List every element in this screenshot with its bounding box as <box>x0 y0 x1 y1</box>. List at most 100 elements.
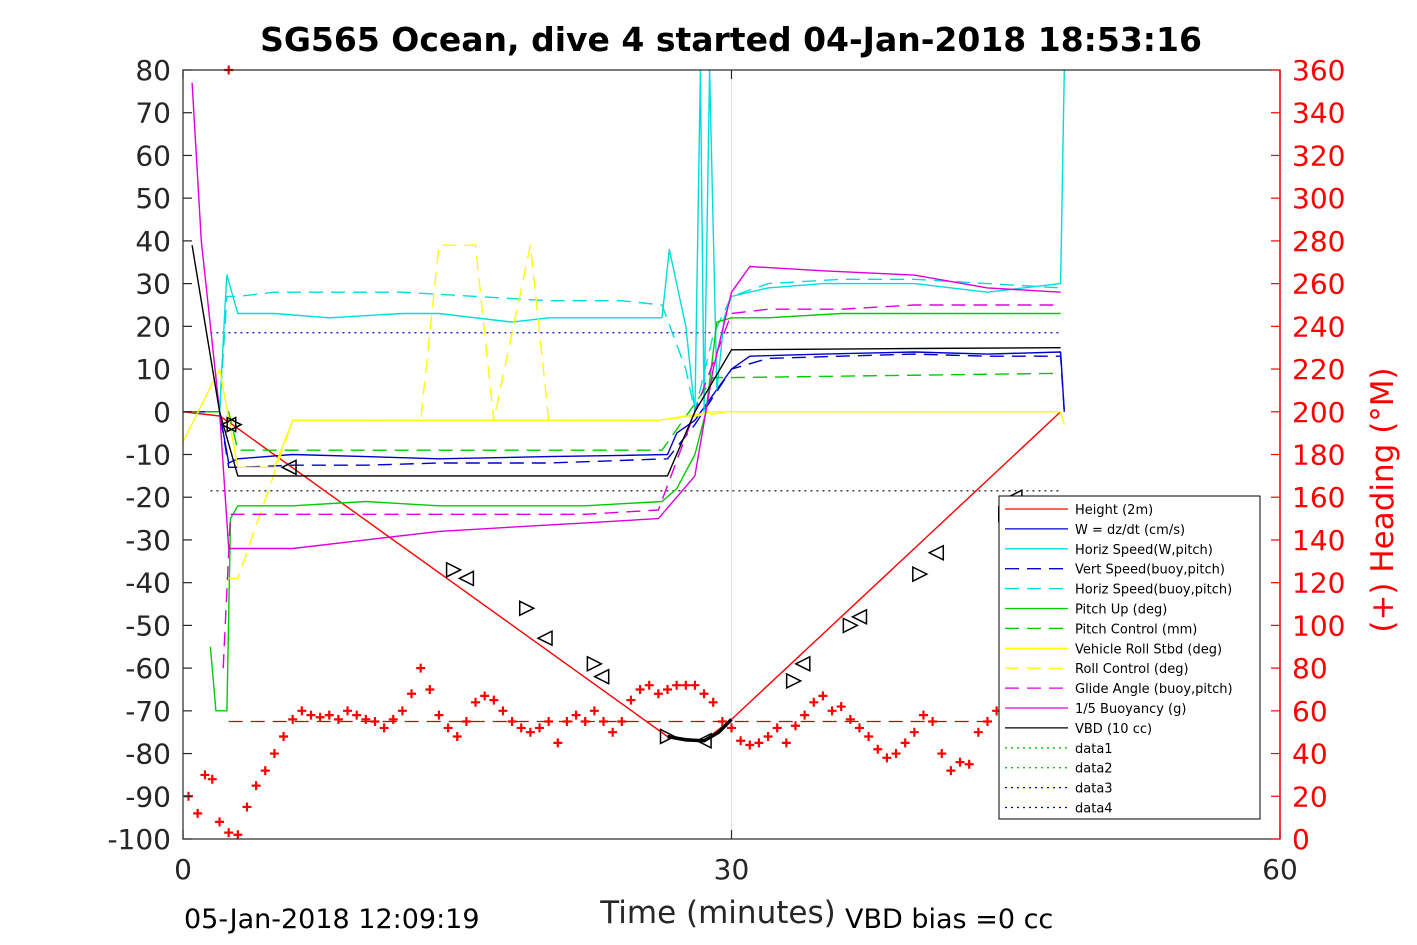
heading-point <box>946 766 956 776</box>
heading-point <box>544 717 554 727</box>
heading-point <box>955 757 965 767</box>
y-tick-label-17: -90 <box>125 780 171 813</box>
glide-marker <box>785 672 803 690</box>
glide-marker <box>518 600 536 617</box>
heading-point <box>315 712 325 722</box>
y-tick-label-12: -40 <box>125 567 171 600</box>
heading-point <box>973 727 983 737</box>
heading-point <box>452 731 462 741</box>
y-right-tick-label-2: 320 <box>1292 139 1345 172</box>
glide-marker <box>695 732 712 749</box>
y-right-tick-label-7: 220 <box>1292 353 1345 386</box>
legend-label-14: data3 <box>1075 782 1113 797</box>
heading-point <box>233 830 243 840</box>
heading-point <box>297 706 307 716</box>
heading-point <box>781 738 791 748</box>
series-vbd-10-cc <box>191 245 1061 477</box>
heading-point <box>690 680 700 690</box>
series-horiz-speed-buoy-pitch <box>218 278 1061 413</box>
y-right-tick-label-8: 200 <box>1292 396 1345 429</box>
heading-point <box>269 749 279 759</box>
y-right-tick-label-1: 340 <box>1292 97 1345 130</box>
series-w-dz-dt-cm-s <box>183 351 1065 464</box>
y-right-tick-label-17: 20 <box>1292 780 1328 813</box>
glide-marker <box>850 608 868 626</box>
heading-point <box>471 697 481 707</box>
heading-point <box>207 774 217 784</box>
legend-label-7: Vehicle Roll Stbd (deg) <box>1075 642 1222 657</box>
heading-point <box>516 723 526 733</box>
heading-point <box>982 717 992 727</box>
axes: 0 30 6080706050403020100-10-20-30-40-50-60… <box>107 54 1345 886</box>
y-tick-label-7: 10 <box>135 353 171 386</box>
legend-label-0: Height (2m) <box>1075 503 1153 518</box>
y-tick-label-2: 60 <box>135 139 171 172</box>
legend-label-9: Glide Angle (buoy,pitch) <box>1075 682 1233 697</box>
footer-vbd-bias: VBD bias =0 cc <box>845 904 1053 935</box>
heading-point <box>279 731 289 741</box>
heading-point <box>215 817 225 827</box>
heading-point <box>361 714 371 724</box>
heading-point <box>736 736 746 746</box>
glide-marker <box>445 561 463 579</box>
glide-marker <box>280 459 297 476</box>
heading-point <box>672 680 682 690</box>
heading-point <box>754 738 764 748</box>
y-tick-label-8: 0 <box>153 396 171 429</box>
y-tick-label-10: -20 <box>125 481 171 514</box>
heading-point <box>635 684 645 694</box>
legend-label-12: data1 <box>1075 742 1113 757</box>
heading-point <box>845 714 855 724</box>
glide-markers <box>220 416 1023 749</box>
glide-marker <box>220 416 237 433</box>
y-tick-label-13: -50 <box>125 609 171 642</box>
heading-point <box>553 738 563 748</box>
legend-label-3: Vert Speed(buoy,pitch) <box>1075 563 1225 578</box>
heading-point <box>854 723 864 733</box>
y-tick-label-6: 20 <box>135 310 171 343</box>
y-right-tick-label-18: 0 <box>1292 823 1310 856</box>
heading-point <box>882 753 892 763</box>
y-tick-label-0: 80 <box>135 54 171 87</box>
heading-point <box>461 717 471 727</box>
heading-point <box>306 710 316 720</box>
y-tick-label-14: -60 <box>125 652 171 685</box>
heading-point <box>891 749 901 759</box>
heading-point <box>928 717 938 727</box>
y-right-tick-label-4: 280 <box>1292 225 1345 258</box>
y-tick-label-18: -100 <box>107 823 171 856</box>
heading-point <box>224 828 234 838</box>
y-tick-label-16: -80 <box>125 738 171 771</box>
legend-label-15: data4 <box>1075 802 1113 817</box>
heading-point <box>809 697 819 707</box>
heading-point <box>937 749 947 759</box>
x-axis-label: Time (minutes) <box>599 895 835 931</box>
x-tick-label-0: 0 <box>174 853 192 886</box>
heading-point <box>763 731 773 741</box>
heading-point <box>599 717 609 727</box>
heading-point <box>626 695 636 705</box>
y-right-tick-label-16: 40 <box>1292 738 1328 771</box>
heading-point <box>480 691 490 701</box>
series-horiz-speed-w-pitch <box>218 69 1065 413</box>
heading-point <box>535 723 545 733</box>
glide-marker <box>457 570 475 587</box>
heading-point <box>681 680 691 690</box>
heading-point <box>397 706 407 716</box>
glide-marker <box>659 728 677 745</box>
y-tick-label-9: -10 <box>125 439 171 472</box>
heading-point <box>909 727 919 737</box>
reference-lines <box>210 332 1061 723</box>
y-right-tick-label-3: 300 <box>1292 182 1345 215</box>
y-right-tick-label-6: 240 <box>1292 310 1345 343</box>
heading-point <box>443 723 453 733</box>
heading-point <box>580 717 590 727</box>
glide-marker <box>794 655 811 673</box>
y-tick-label-15: -70 <box>125 695 171 728</box>
heading-point <box>425 684 435 694</box>
glide-marker <box>586 655 604 673</box>
heading-point <box>407 689 417 699</box>
y-tick-label-5: 30 <box>135 268 171 301</box>
heading-point <box>525 727 535 737</box>
